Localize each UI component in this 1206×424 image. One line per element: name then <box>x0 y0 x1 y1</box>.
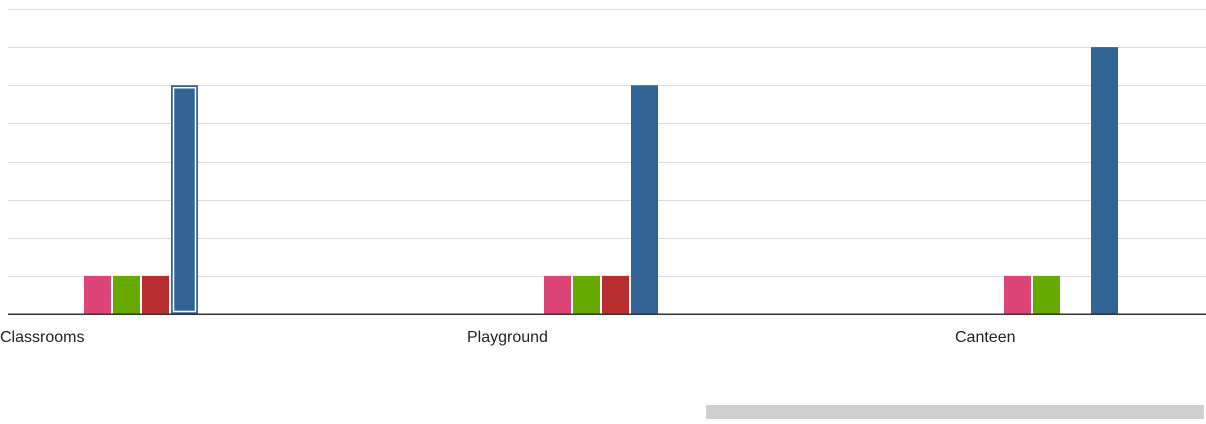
bar-pink-playground[interactable] <box>544 275 571 314</box>
category-labels: Classrooms Playground Canteen <box>0 329 1016 346</box>
bar-red-playground[interactable] <box>602 275 629 314</box>
bar-blue-classrooms[interactable] <box>171 85 198 314</box>
category-label-classrooms: Classrooms <box>0 329 84 346</box>
bar-pink-canteen[interactable] <box>1004 275 1031 314</box>
category-label-playground: Playground <box>467 329 548 346</box>
category-label-canteen: Canteen <box>955 329 1016 346</box>
horizontal-scrollbar[interactable] <box>706 405 1204 419</box>
bar-green-canteen[interactable] <box>1033 275 1060 314</box>
bars <box>84 47 1118 314</box>
gridlines <box>8 9 1206 277</box>
bar-selection-outline <box>172 87 197 313</box>
bar-green-playground[interactable] <box>573 275 600 314</box>
bar-blue-playground[interactable] <box>631 85 658 314</box>
bar-red-classrooms[interactable] <box>142 275 169 314</box>
bar-green-classrooms[interactable] <box>113 275 140 314</box>
bar-pink-classrooms[interactable] <box>84 275 111 314</box>
bar-blue-canteen[interactable] <box>1091 47 1118 314</box>
